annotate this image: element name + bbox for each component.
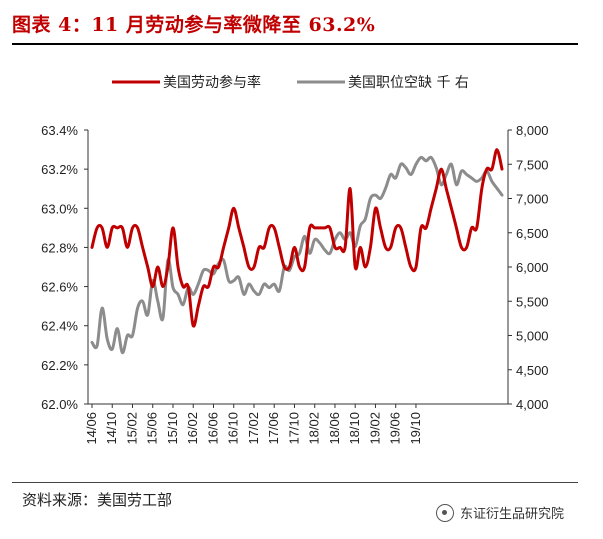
y-right-tick-label: 4,000: [516, 397, 549, 412]
series-line-participation: [90, 148, 504, 328]
y-right-tick-label: 7,000: [516, 192, 549, 207]
x-tick-label: 15/02: [124, 412, 139, 445]
footer-divider: [12, 482, 578, 483]
x-tick-label: 16/06: [205, 412, 220, 445]
x-tick-label: 19/10: [408, 412, 423, 445]
y-left-tick-label: 62.2%: [41, 358, 78, 373]
y-left-tick-label: 63.4%: [41, 123, 78, 138]
x-tick-label: 18/10: [347, 412, 362, 445]
y-right-tick-label: 5,000: [516, 329, 549, 344]
y-right-tick-label: 6,500: [516, 226, 549, 241]
x-tick-label: 17/02: [246, 412, 261, 445]
y-right-tick-label: 4,500: [516, 363, 549, 378]
x-tick-label: 18/02: [307, 412, 322, 445]
x-tick-label: 19/06: [388, 412, 403, 445]
watermark: 东证衍生品研究院: [436, 503, 564, 522]
x-tick-label: 18/06: [327, 412, 342, 445]
wechat-icon: [436, 503, 454, 522]
y-right-tick-label: 8,000: [516, 123, 549, 138]
source-note: 资料来源：美国劳工部: [22, 491, 173, 509]
x-tick-label: 16/02: [185, 412, 200, 445]
y-left-tick-label: 63.2%: [41, 162, 78, 177]
chart-axes: 62.0% 62.2% 62.4% 62.6% 62.8% 63.0% 63.2% 63.4%…: [41, 123, 548, 412]
figure-title: 图表 4：11 月劳动参与率微降至 63.2%: [12, 14, 376, 36]
chart-legend: 美国劳动参与率 美国职位空缺 千 右: [112, 74, 469, 91]
x-tick-label: 19/02: [367, 412, 382, 445]
dual-axis-line-chart: 美国劳动参与率 美国职位空缺 千 右 62.0%62.2%62.4%62.6%6…: [41, 74, 548, 445]
y-left-tick-label: 62.0%: [41, 397, 78, 412]
x-axis-ticks: 14/06 14/10 15/02 15/06 15/10 16/02 16/06 16/10…: [84, 404, 423, 445]
watermark-text: 东证衍生品研究院: [460, 507, 565, 522]
x-tick-label: 14/10: [104, 412, 119, 445]
y-right-tick-label: 6,000: [516, 260, 549, 275]
y-left-tick-label: 62.4%: [41, 319, 78, 334]
x-tick-label: 17/06: [266, 412, 281, 445]
y-left-tick-label: 62.8%: [41, 240, 78, 255]
x-tick-label: 17/10: [286, 412, 301, 445]
title-bar: 图表 4：11 月劳动参与率微降至 63.2%: [12, 10, 578, 45]
x-tick-label: 15/10: [165, 412, 180, 445]
chart-series: [90, 148, 504, 355]
x-tick-label: 14/06: [84, 412, 99, 445]
y-left-tick-label: 62.6%: [41, 280, 78, 295]
legend-label-openings: 美国职位空缺 千 右: [348, 75, 469, 91]
y-right-tick-label: 7,500: [516, 157, 549, 172]
x-tick-label: 16/10: [226, 412, 241, 445]
y-right-tick-label: 5,500: [516, 294, 549, 309]
title-underline: [12, 43, 578, 45]
y-left-tick-label: 63.0%: [41, 201, 78, 216]
legend-label-participation: 美国劳动参与率: [163, 74, 261, 91]
x-tick-label: 15/06: [145, 412, 160, 445]
